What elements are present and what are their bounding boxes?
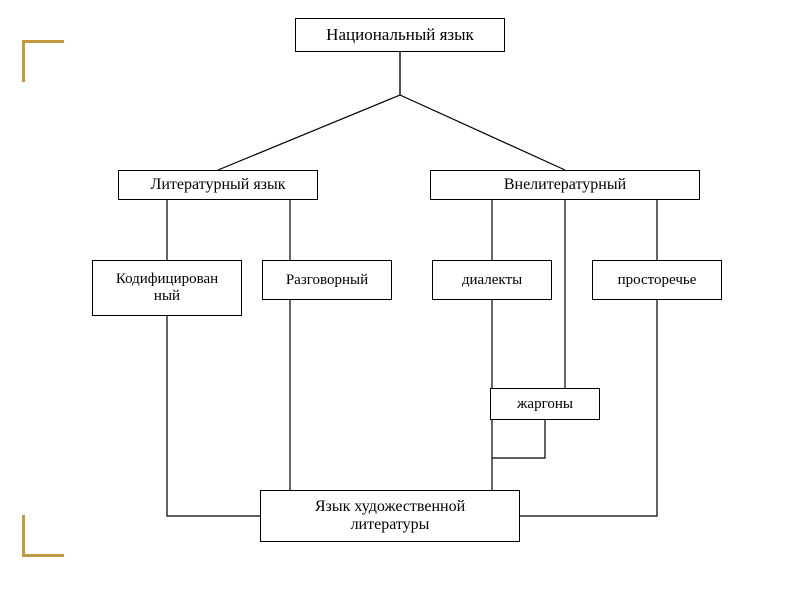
node-vernacular: просторечье [592,260,722,300]
node-label: Язык художественнойлитературы [315,498,465,534]
node-root: Национальный язык [295,18,505,52]
node-nonlit: Внелитературный [430,170,700,200]
node-artlit: Язык художественнойлитературы [260,490,520,542]
node-colloquial: Разговорный [262,260,392,300]
node-codified: Кодифицированный [92,260,242,316]
node-label: Разговорный [286,272,368,289]
node-label: Внелитературный [504,176,626,194]
node-label: просторечье [618,272,697,289]
node-label: Кодифицированный [116,271,218,305]
node-lit: Литературный язык [118,170,318,200]
decor-corner-bottom-left [22,515,64,557]
node-label: диалекты [462,272,522,289]
node-dialects: диалекты [432,260,552,300]
decor-corner-top-left [22,40,64,82]
node-label: Национальный язык [326,25,474,45]
node-label: жаргоны [517,396,573,413]
node-label: Литературный язык [150,176,285,194]
node-jargons: жаргоны [490,388,600,420]
